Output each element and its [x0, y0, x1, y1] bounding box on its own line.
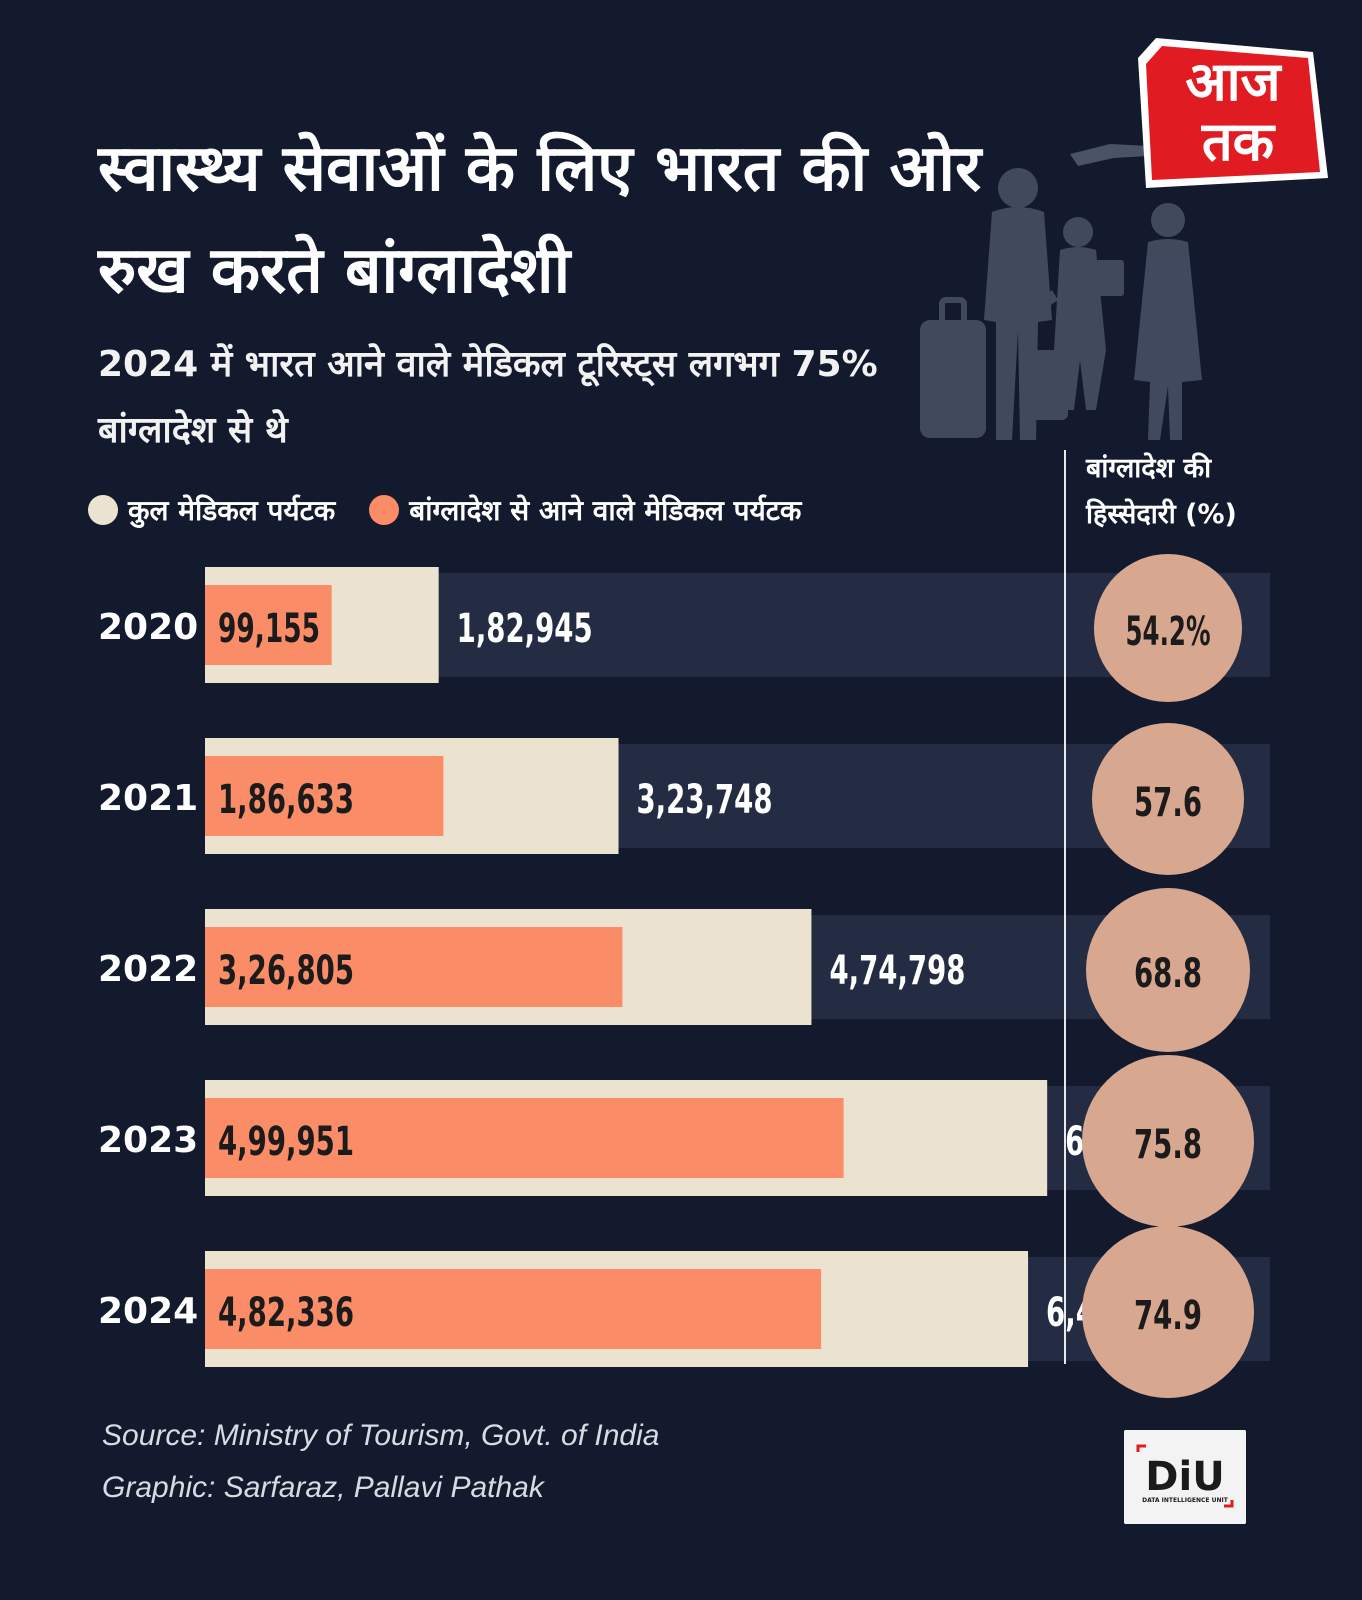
logo-line2: तक	[1201, 110, 1277, 173]
bangladesh-bar	[205, 756, 444, 836]
bangladesh-bar	[205, 585, 332, 665]
legend: कुल मेडिकल पर्यटक बांग्लादेश से आने वाले…	[88, 488, 835, 532]
aaj-tak-logo: आज तक	[1138, 38, 1328, 188]
share-value-label: 74.9	[1134, 1293, 1202, 1339]
bangladesh-value-label: 99,155	[218, 606, 320, 652]
bangladesh-bar	[205, 1269, 822, 1349]
share-value-label: 54.2%	[1126, 609, 1211, 655]
share-value-label: 68.8	[1134, 951, 1202, 997]
legend-swatch-bangladesh	[369, 495, 400, 525]
travelers-illustration	[920, 168, 1202, 440]
year-label: 2022	[98, 949, 198, 990]
bangladesh-value-label: 4,99,951	[218, 1119, 354, 1165]
share-value-label: 75.8	[1134, 1122, 1202, 1168]
graphic-credit: Graphic: Sarfaraz, Pallavi Pathak	[102, 1471, 544, 1504]
bangladesh-value-label: 1,86,633	[218, 777, 354, 823]
share-circle	[1086, 888, 1250, 1052]
legend-label-total: कुल मेडिकल पर्यटक	[128, 494, 336, 527]
year-label: 2024	[98, 1291, 198, 1332]
diu-logo-text: DiU	[1145, 1454, 1224, 1500]
diu-logo: DiU DATA INTELLIGENCE UNIT	[1124, 1430, 1246, 1524]
pointing-hand-icon	[1070, 144, 1148, 166]
logo-line1: आज	[1185, 50, 1282, 113]
bangladesh-value-label: 3,26,805	[218, 948, 354, 994]
share-column-header: बांग्लादेश की हिस्सेदारी (%)	[1086, 453, 1237, 530]
bangladesh-bar	[205, 1098, 844, 1178]
legend-label-bangladesh: बांग्लादेश से आने वाले मेडिकल पर्यटक	[409, 494, 802, 527]
share-circle	[1094, 554, 1242, 702]
share-circle	[1082, 1055, 1254, 1227]
diu-logo-caption: DATA INTELLIGENCE UNIT	[1142, 1497, 1229, 1504]
bangladesh-value-label: 4,82,336	[218, 1290, 354, 1336]
total-value-label: 4,74,798	[829, 948, 965, 994]
year-label: 2021	[98, 778, 198, 819]
legend-item-total: कुल मेडिकल पर्यटक	[88, 491, 335, 529]
total-value-label: 1,82,945	[457, 606, 593, 652]
share-circle	[1092, 723, 1244, 875]
share-value-label: 57.6	[1134, 780, 1202, 826]
share-circle	[1082, 1226, 1254, 1398]
total-value-label: 3,23,748	[637, 777, 773, 823]
year-label: 2023	[98, 1120, 198, 1161]
chart-title: स्वास्थ्य सेवाओं के लिए भारत की ओर रुख क…	[98, 132, 982, 308]
chart-subtitle: 2024 में भारत आने वाले मेडिकल टूरिस्ट्स …	[98, 344, 878, 451]
source-text: Source: Ministry of Tourism, Govt. of In…	[102, 1419, 660, 1452]
source-credits: Source: Ministry of Tourism, Govt. of In…	[102, 1410, 659, 1514]
year-label: 2020	[98, 607, 198, 648]
legend-item-bangladesh: बांग्लादेश से आने वाले मेडिकल पर्यटक	[369, 491, 801, 529]
legend-swatch-total	[88, 495, 118, 525]
bangladesh-bar	[205, 927, 623, 1007]
share-column-divider	[1064, 450, 1066, 1364]
